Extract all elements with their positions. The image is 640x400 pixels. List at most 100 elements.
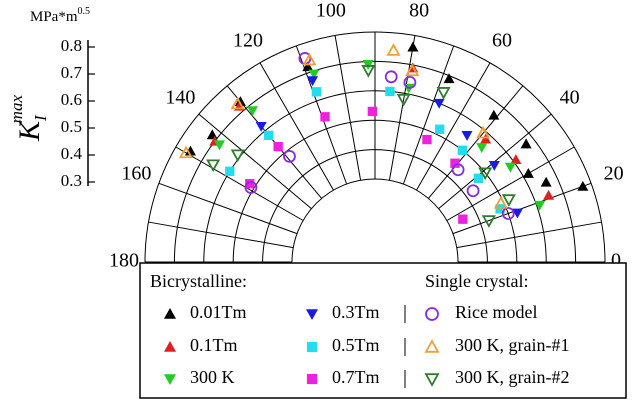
legend-label: 0.3Tm [332, 302, 380, 322]
marker [302, 52, 317, 66]
marker [403, 76, 417, 89]
marker [501, 207, 515, 220]
marker [543, 189, 555, 200]
marker [457, 145, 467, 155]
marker [436, 87, 451, 100]
polar-grid: 0.3 0.4 0.5 0.6 0.7 0.8 0 20 40 60 80 100 120 140 160 1… [61, 0, 624, 272]
marker [476, 143, 488, 154]
spoke [198, 113, 312, 210]
marker [443, 73, 455, 84]
marker [478, 167, 493, 181]
marker [367, 106, 378, 117]
theta-tick-label: 0 [611, 250, 621, 272]
minor-spoke [175, 146, 304, 221]
spoke [416, 62, 491, 191]
spoke [259, 62, 334, 191]
spoke [334, 35, 362, 181]
marker [225, 166, 235, 176]
marker [385, 86, 395, 97]
marker [488, 109, 500, 120]
r-label-base: K [13, 119, 46, 142]
marker [244, 181, 258, 194]
marker [458, 214, 468, 224]
theta-tick-label: 20 [604, 163, 624, 185]
r-tick-label: 0.4 [61, 144, 83, 163]
marker [302, 61, 314, 72]
theta-tick-label: 60 [492, 30, 512, 52]
marker [510, 154, 522, 165]
marker [234, 96, 246, 106]
marker [255, 121, 267, 132]
marker [320, 112, 330, 122]
marker [311, 87, 322, 97]
marker [245, 179, 255, 189]
theta-tick-label: 140 [165, 86, 195, 108]
marker [433, 98, 445, 109]
spoke [158, 182, 298, 235]
marker [473, 173, 484, 183]
marker [213, 140, 225, 151]
r-tick-label: 0.7 [61, 63, 83, 82]
legend-marker [424, 339, 440, 353]
r-tick-label: 0.6 [61, 90, 82, 109]
marker [422, 134, 432, 145]
theta-tick-label: 40 [560, 86, 580, 108]
legend-label: 300 K, grain-#2 [455, 367, 569, 387]
r-tick-label: 0.3 [61, 171, 82, 190]
marker [206, 159, 221, 173]
r-tick-label: 0.5 [61, 117, 82, 136]
marker [361, 65, 376, 78]
r-label: KImax [7, 95, 50, 142]
r-label-sup: max [7, 95, 26, 124]
legend-label: Rice model [455, 302, 537, 322]
marker [396, 93, 411, 107]
marker [178, 145, 194, 159]
marker [384, 70, 398, 84]
marker [450, 158, 460, 168]
theta-tick-label: 80 [409, 0, 429, 21]
legend-marker [424, 373, 440, 387]
r-unit-base: MPa*m [30, 9, 78, 25]
marker [230, 96, 245, 110]
marker [184, 145, 196, 156]
data-marks [178, 41, 589, 228]
marker [520, 138, 532, 149]
marker [407, 41, 419, 52]
minor-spoke [456, 221, 602, 249]
legend-label: 300 K [190, 367, 235, 387]
marker [435, 124, 445, 134]
r-unit: MPa*m0.5 [30, 6, 90, 25]
minor-spoke [148, 221, 294, 249]
spoke [388, 35, 416, 181]
legend-label: 0.1Tm [190, 335, 238, 355]
legend-label: 0.01Tm [190, 302, 247, 322]
marker [307, 76, 319, 87]
marker [405, 63, 420, 77]
marker [386, 43, 401, 56]
spoke [452, 182, 592, 235]
theta-tick-label: 120 [233, 30, 263, 52]
marker [501, 194, 516, 207]
marker [461, 130, 473, 141]
legend-label: 300 K, grain-#1 [455, 335, 569, 355]
theta-tick-label: 180 [109, 250, 139, 272]
marker [476, 125, 491, 139]
marker [264, 130, 274, 141]
theta-tick-label: 160 [121, 163, 151, 185]
marker [283, 149, 296, 163]
marker [522, 167, 534, 178]
marker [540, 176, 552, 187]
minor-spoke [402, 45, 455, 185]
r-tick-label: 0.8 [61, 36, 82, 55]
marker [504, 162, 516, 173]
marker [466, 184, 480, 198]
legend-marker [164, 374, 176, 385]
legend-label: 0.5Tm [332, 335, 380, 355]
legend-marker [306, 309, 318, 320]
marker [230, 149, 245, 163]
ring [291, 178, 459, 263]
legend: Bicrystalline: Single crystal: 0.01Tm 0.1Tm… [150, 271, 569, 388]
marker [493, 195, 508, 209]
legend-marker [164, 341, 176, 352]
